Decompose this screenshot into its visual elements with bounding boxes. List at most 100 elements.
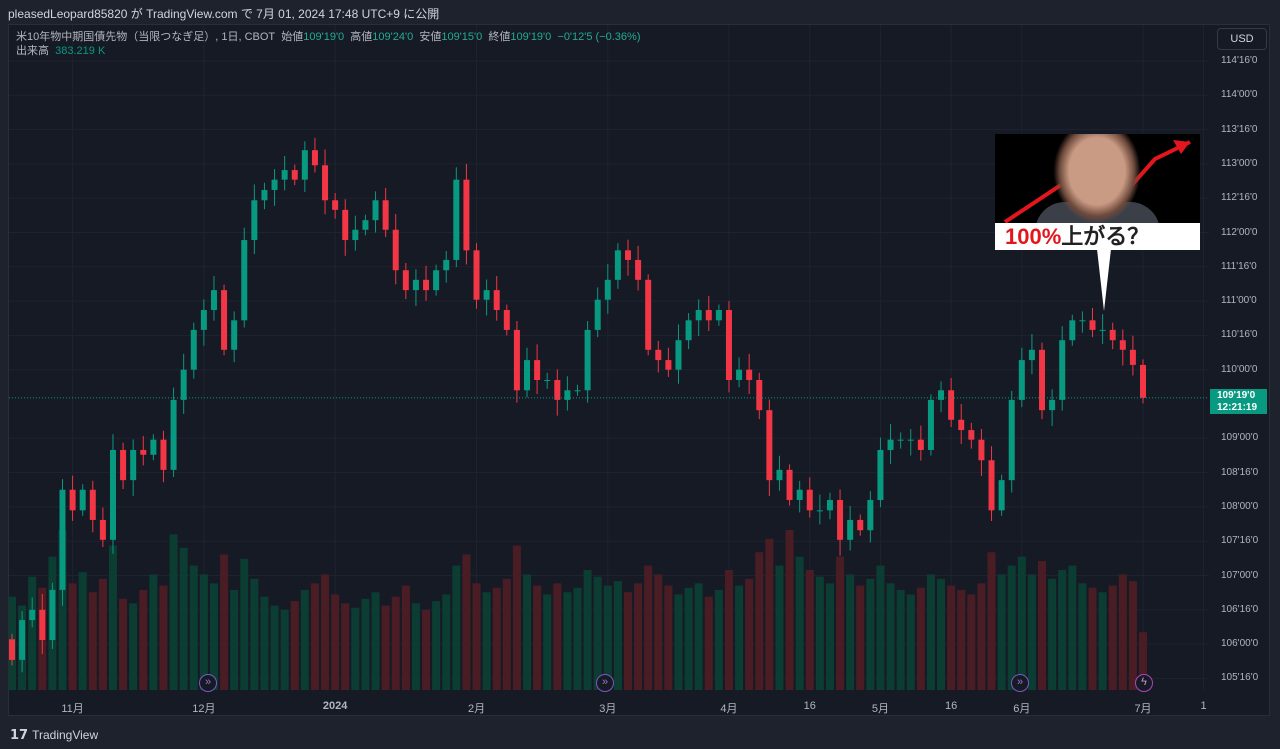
volume-bar (1078, 583, 1087, 690)
candle-body (301, 150, 308, 180)
volume-bar (1027, 574, 1036, 690)
candle-body (140, 449, 147, 455)
volume-bar (684, 587, 693, 690)
time-tick-label: 2月 (467, 703, 486, 715)
candle-body (675, 340, 682, 370)
candle-body (29, 609, 36, 621)
dividend-arrow-icon[interactable]: » (596, 674, 614, 692)
volume-bar (947, 585, 956, 690)
volume-bar (785, 530, 794, 690)
time-tick-label: 7月 (1134, 703, 1152, 715)
volume-bar (482, 592, 491, 690)
candle-body (59, 489, 66, 590)
volume-bar (1088, 587, 1097, 690)
candle-body (1119, 340, 1126, 350)
candle-body (554, 379, 561, 400)
candle-body (1018, 360, 1025, 400)
candle-body (1129, 349, 1136, 365)
candle-body (776, 469, 783, 481)
low-value: 109'15'0 (441, 31, 483, 43)
candle-body (1079, 320, 1086, 322)
price-tick-label: 110'00'0 (1221, 363, 1258, 375)
volume-bar (149, 574, 158, 690)
candle-body (705, 310, 712, 321)
candle-body (170, 399, 177, 470)
volume-bar (735, 585, 744, 690)
candle-body (412, 279, 419, 291)
dividend-arrow-icon[interactable]: » (199, 674, 217, 692)
footer: 𝟭𝟳 TradingView (10, 727, 98, 743)
volume-bar (462, 554, 471, 690)
volume-bar (977, 583, 986, 690)
candle-body (1059, 340, 1066, 400)
volume-bar (512, 545, 521, 690)
callout-pointer (1097, 249, 1111, 311)
volume-bar (523, 574, 532, 690)
volume-bar (674, 594, 683, 690)
candle-body (685, 320, 692, 341)
candle-body (624, 250, 631, 260)
candle-body (109, 449, 116, 540)
price-tick-label: 113'16'0 (1221, 123, 1258, 135)
candle-body (241, 240, 248, 321)
open-label: 始値 (281, 31, 304, 43)
candle-body (806, 489, 813, 511)
candle-body (69, 489, 76, 511)
volume-bar (411, 603, 420, 690)
candle-body (200, 310, 207, 330)
volume-bar (1128, 581, 1137, 690)
candle-body (938, 390, 945, 400)
candle-body (160, 439, 167, 470)
candle-body (816, 510, 823, 512)
candle-body (463, 179, 470, 251)
candlestick-chart[interactable] (9, 25, 1209, 690)
candle-body (524, 360, 531, 391)
price-tick-label: 114'16'0 (1221, 55, 1258, 66)
volume-bar (704, 596, 713, 690)
volume-bar (452, 565, 461, 690)
candle-body (322, 165, 329, 201)
volume-bar (179, 547, 188, 690)
candle-body (948, 390, 955, 420)
volume-bar (361, 598, 370, 690)
candle-body (443, 259, 450, 271)
candle-body (847, 519, 854, 540)
candle-body (564, 390, 571, 400)
volume-bar (381, 605, 390, 690)
idea-thumbnail[interactable]: 100%上がる？ (995, 134, 1200, 250)
price-tick-label: 114'00'0 (1221, 89, 1258, 101)
candle-body (786, 469, 793, 501)
candle-body (231, 320, 238, 350)
candle-body (1028, 349, 1035, 361)
currency-button[interactable]: USD (1217, 28, 1267, 50)
candle-body (453, 179, 460, 260)
candle-body (352, 229, 359, 241)
volume-bar (250, 578, 259, 690)
volume-bar (98, 578, 107, 690)
time-tick-label: 4月 (720, 703, 738, 715)
candle-body (372, 200, 379, 221)
candle-body (1109, 329, 1116, 341)
candle-body (897, 439, 904, 441)
candle-body (1099, 329, 1106, 331)
price-tick-label: 109'00'0 (1221, 432, 1259, 444)
footer-brand[interactable]: TradingView (32, 728, 99, 742)
volume-bar (119, 598, 128, 690)
dividend-arrow-icon[interactable]: » (1011, 674, 1029, 692)
candle-body (998, 480, 1005, 511)
volume-bar (603, 585, 612, 690)
volume-bar (805, 570, 814, 690)
candle-body (887, 439, 894, 450)
candle-body (725, 310, 732, 380)
candle-body (382, 200, 389, 230)
candle-body (120, 449, 127, 481)
volume-bar (563, 592, 572, 690)
lightning-icon[interactable]: ϟ (1135, 674, 1153, 692)
candle-body (604, 279, 611, 300)
symbol-title[interactable]: 米10年物中期国債先物（当限つなぎ足）, 1日, CBOT (16, 31, 276, 43)
candle-body (150, 439, 157, 455)
volume-bar (886, 583, 895, 690)
candle-body (746, 369, 753, 380)
candle-body (736, 369, 743, 380)
volume-bar (957, 590, 966, 690)
